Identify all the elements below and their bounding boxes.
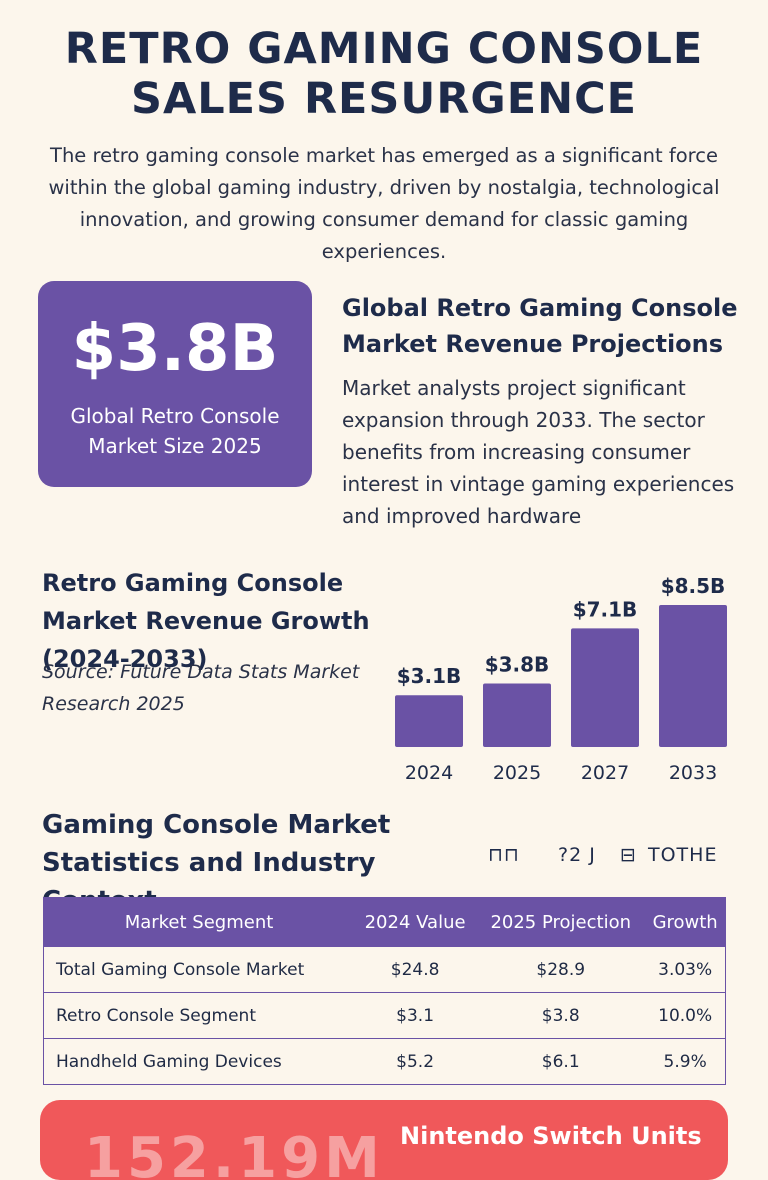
- table-row: Handheld Gaming Devices $5.2 $6.1 5.9%: [44, 1038, 725, 1084]
- glyph-3: ⊟: [620, 844, 637, 866]
- tick-label-2025: 2025: [493, 762, 541, 784]
- cell-2025: $28.9: [476, 946, 646, 993]
- switch-units-value: 152.19M: [84, 1126, 384, 1180]
- cell-2024: $3.1: [354, 992, 477, 1039]
- data-label-2027: $7.1B: [573, 597, 638, 621]
- title-line-2: SALES RESURGENCE: [130, 74, 638, 124]
- projection-title: Global Retro Gaming Console Market Reven…: [342, 294, 738, 358]
- projection-text: Market analysts project significant expa…: [342, 376, 735, 528]
- glyph-2: ?2 J: [558, 844, 596, 866]
- bar-2027: [571, 628, 639, 747]
- cell-2024: $5.2: [354, 1038, 477, 1084]
- tick-label-2024: 2024: [405, 762, 453, 784]
- data-label-2024: $3.1B: [397, 664, 462, 688]
- title-line-1: RETRO GAMING CONSOLE: [64, 24, 704, 74]
- market-size-label: Global Retro Console Market Size 2025: [70, 404, 280, 458]
- bar-2033: [659, 605, 727, 747]
- growth-title: Retro Gaming Console Market Revenue Grow…: [42, 569, 370, 673]
- cell-2024: $24.8: [354, 946, 477, 993]
- cell-segment: Retro Console Segment: [44, 992, 354, 1039]
- data-label-2025: $3.8B: [485, 653, 550, 677]
- cell-growth: 10.0%: [645, 992, 725, 1039]
- decorative-glyphs: ⊓⊓ ?2 J ⊟ TOTHE: [488, 842, 738, 872]
- page-title: RETRO GAMING CONSOLE SALES RESURGENCE: [0, 24, 768, 124]
- header-growth: Growth: [645, 898, 725, 947]
- header-2024: 2024 Value: [354, 898, 477, 947]
- tick-label-2027: 2027: [581, 762, 629, 784]
- cell-growth: 3.03%: [645, 946, 725, 993]
- header-segment: Market Segment: [44, 898, 354, 947]
- glyph-1: ⊓⊓: [488, 844, 520, 866]
- data-label-2033: $8.5B: [661, 574, 726, 598]
- cell-growth: 5.9%: [645, 1038, 725, 1084]
- bar-2024: [395, 695, 463, 747]
- header-2025: 2025 Projection: [476, 898, 646, 947]
- glyph-4: TOTHE: [648, 844, 718, 866]
- cell-2025: $3.8: [476, 992, 646, 1039]
- market-size-card: $3.8B Global Retro Console Market Size 2…: [38, 281, 312, 487]
- cell-segment: Handheld Gaming Devices: [44, 1038, 354, 1084]
- switch-units-label: Nintendo Switch Units: [400, 1122, 702, 1150]
- cell-2025: $6.1: [476, 1038, 646, 1084]
- market-stats-table: Market Segment 2024 Value 2025 Projectio…: [43, 897, 726, 1085]
- bar-2025: [483, 683, 551, 747]
- table-row: Total Gaming Console Market $24.8 $28.9 …: [44, 946, 725, 993]
- table-header-row: Market Segment 2024 Value 2025 Projectio…: [44, 898, 725, 947]
- source-note: Source: Future Data Stats Market Researc…: [42, 661, 360, 715]
- revenue-bar-chart: $3.1B 2024 $3.8B 2025 $7.1B 2027 $8.5B 2033: [395, 574, 727, 784]
- intro-paragraph: The retro gaming console market has emer…: [48, 144, 720, 263]
- cell-segment: Total Gaming Console Market: [44, 946, 354, 993]
- market-size-value: $3.8B: [71, 312, 279, 386]
- switch-units-card: 152.19M Nintendo Switch Units: [40, 1100, 728, 1180]
- tick-label-2033: 2033: [669, 762, 717, 784]
- table-row: Retro Console Segment $3.1 $3.8 10.0%: [44, 992, 725, 1039]
